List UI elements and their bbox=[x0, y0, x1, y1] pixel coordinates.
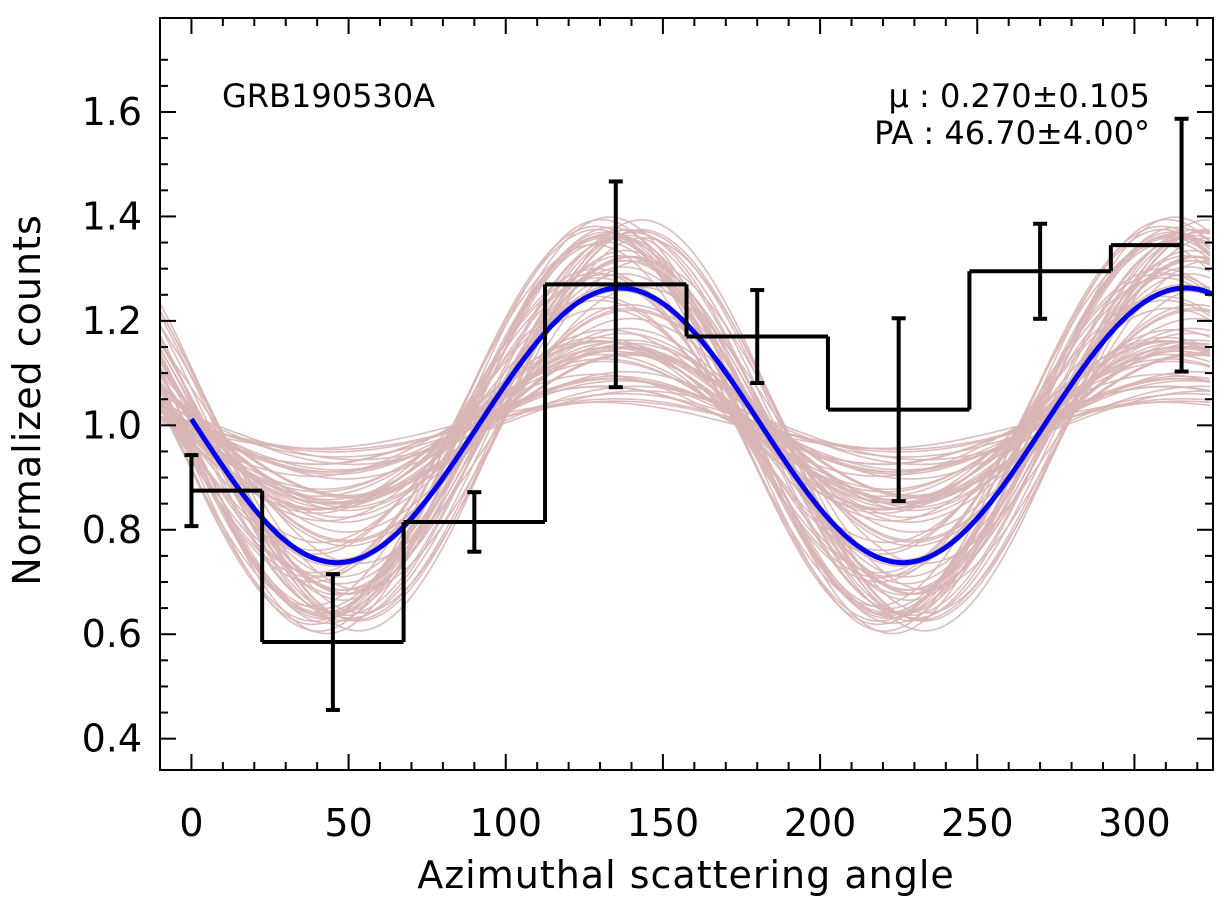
posterior-sample-curve bbox=[160, 341, 1211, 510]
x-tick-label: 0 bbox=[179, 801, 203, 845]
y-axis-title: Normalized counts bbox=[5, 214, 49, 586]
posterior-sample-curve bbox=[160, 346, 1211, 505]
posterior-sample-curve bbox=[160, 317, 1211, 533]
y-tick-label: 0.4 bbox=[82, 717, 142, 761]
y-tick-label: 1.4 bbox=[82, 194, 142, 238]
error-bar bbox=[325, 572, 340, 712]
best-fit-layer bbox=[189, 285, 1213, 566]
posterior-sample-curve bbox=[160, 373, 1211, 478]
y-tick-label: 0.8 bbox=[82, 508, 142, 552]
x-tick-label: 50 bbox=[324, 801, 372, 845]
x-tick-label: 200 bbox=[784, 801, 857, 845]
x-axis-title: Azimuthal scattering angle bbox=[417, 853, 955, 897]
error-bar bbox=[891, 316, 906, 504]
error-bar bbox=[184, 453, 199, 529]
error-bar bbox=[1033, 221, 1048, 321]
x-tick-label: 100 bbox=[469, 801, 542, 845]
posterior-sample-curve bbox=[160, 398, 1210, 453]
plot-frame bbox=[159, 17, 1214, 771]
error-bar bbox=[1174, 116, 1189, 374]
histogram-layer bbox=[191, 243, 1182, 645]
grb-label: GRB190530A bbox=[222, 77, 435, 115]
error-bar bbox=[608, 179, 623, 390]
error-bar bbox=[467, 490, 482, 554]
best-fit-curve bbox=[189, 285, 1213, 566]
pa-annotation: PA : 46.70±4.00° bbox=[874, 114, 1150, 152]
x-tick-label: 300 bbox=[1098, 801, 1171, 845]
posterior-sample-curve bbox=[160, 219, 1210, 632]
y-tick-label: 1.6 bbox=[82, 90, 142, 134]
x-tick-label: 150 bbox=[627, 801, 700, 845]
y-tick-label: 1.0 bbox=[82, 403, 142, 447]
errorbar-layer bbox=[184, 116, 1189, 712]
posterior-sample-curve bbox=[160, 259, 1210, 591]
y-tick-label: 1.2 bbox=[82, 299, 142, 343]
posterior-sample-curve bbox=[160, 385, 1211, 465]
mu-annotation: μ : 0.270±0.105 bbox=[888, 77, 1150, 115]
error-bar bbox=[750, 288, 765, 386]
tick-labels: 0 50 100 150 200 250 300 0.4 0.6 0.8 1.0 1.2 1.4 1.6 bbox=[82, 90, 1171, 845]
posterior-sample-curve bbox=[160, 236, 1210, 614]
axis-ticks bbox=[160, 18, 1213, 770]
x-tick-label: 250 bbox=[941, 801, 1014, 845]
y-tick-label: 0.6 bbox=[82, 612, 142, 656]
posterior-sample-curve bbox=[160, 377, 1211, 473]
